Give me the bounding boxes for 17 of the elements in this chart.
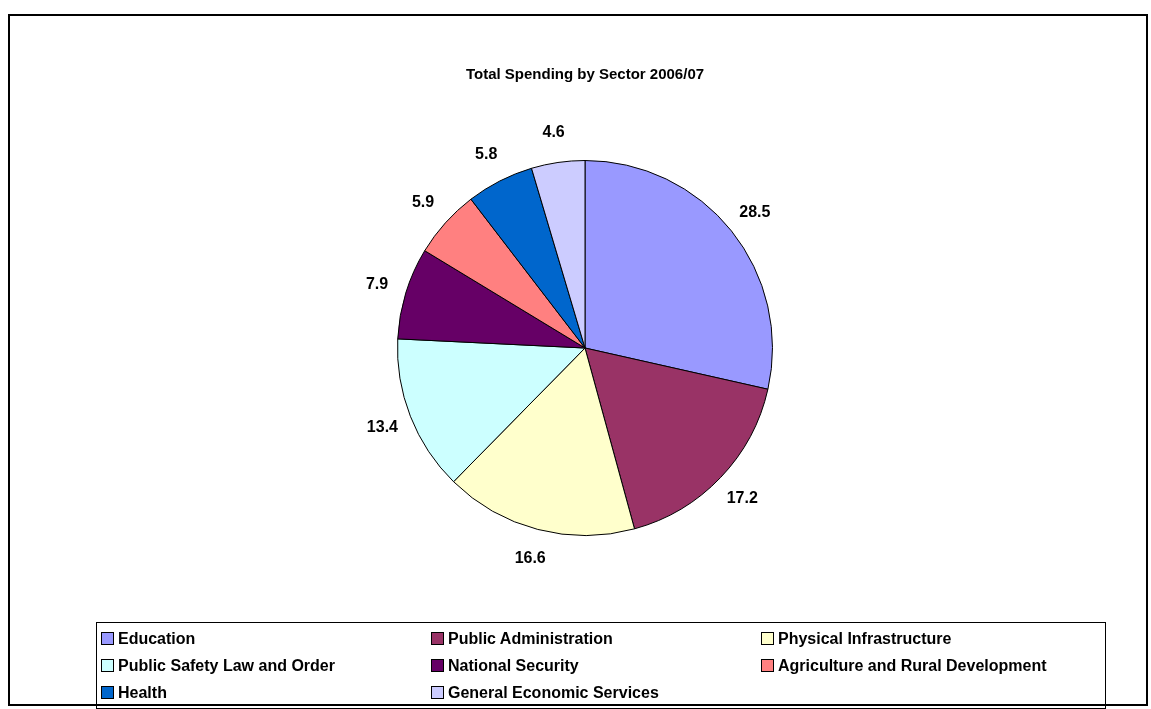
legend-label: Education	[117, 628, 197, 649]
legend-label: Physical Infrastructure	[777, 628, 953, 649]
legend-label: General Economic Services	[447, 682, 660, 703]
data-label: 13.4	[366, 417, 399, 435]
data-label: 4.6	[542, 123, 565, 141]
data-label: 5.8	[475, 144, 498, 162]
legend-label: Public Safety Law and Order	[117, 655, 336, 676]
legend-label: Health	[117, 682, 168, 703]
chart-title: Total Spending by Sector 2006/07	[465, 65, 705, 83]
legend-label: National Security	[447, 655, 580, 676]
data-label: 5.9	[411, 193, 435, 211]
data-label: 17.2	[726, 488, 758, 506]
data-label: 28.5	[739, 202, 771, 220]
legend-label: Agriculture and Rural Development	[777, 655, 1048, 676]
data-label: 16.6	[514, 548, 546, 566]
legend-label: Public Administration	[447, 628, 614, 649]
data-label: 7.9	[365, 274, 389, 292]
